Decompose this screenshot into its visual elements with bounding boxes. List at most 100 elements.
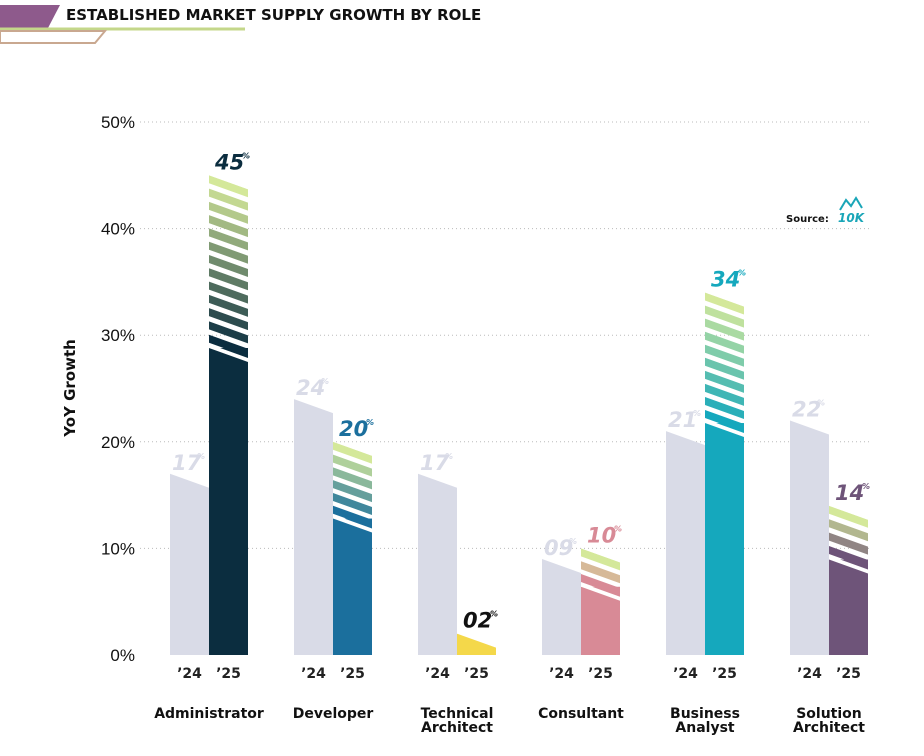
value-label-2025: 14 <box>835 481 864 505</box>
value-suffix-2025: % <box>242 151 250 160</box>
bar-2025-gap <box>581 582 620 601</box>
y-tick-label: 50% <box>101 113 135 132</box>
bar-2025-stripe <box>209 228 248 251</box>
bar-2025-stripe <box>829 546 868 569</box>
bar-2025-stripe <box>333 441 372 464</box>
bar-2025-stripe <box>333 505 372 528</box>
value-suffix-2025: % <box>366 418 374 427</box>
bar-2025-stripe <box>333 492 372 515</box>
bars: 17%45%24%20%17%02%09% 10%21%34%22%14% <box>170 150 870 655</box>
bar-2025-stripe <box>705 318 744 341</box>
bar-2025-gap <box>209 343 248 362</box>
x-year-label: ’24 <box>301 666 326 682</box>
bar-2025-stripe <box>209 321 248 344</box>
bar-2025-stripe <box>705 344 744 367</box>
bar-2025-stripe <box>209 188 248 211</box>
y-axis-ticks: 0% 10% 20% 30% 40% 50% <box>101 113 135 665</box>
bar-2025-stripe <box>333 454 372 477</box>
bar-2025-stripe <box>209 294 248 317</box>
bar-2025-solid <box>333 518 372 655</box>
x-category-label: Solution <box>796 706 862 722</box>
bar-2025-stripe <box>209 201 248 224</box>
bar-2025-stripe <box>829 532 868 555</box>
bar-group: 17%45% <box>170 150 250 655</box>
bar-2025-stripe <box>333 467 372 490</box>
bar-2025-stripe <box>705 331 744 354</box>
x-year-label: ’24 <box>797 666 822 682</box>
x-category-label: Consultant <box>538 706 624 722</box>
bar-group: 09% 10% <box>542 523 622 655</box>
x-year-label: ’25 <box>340 666 365 682</box>
x-year-label: ’24 <box>673 666 698 682</box>
x-year-label: ’24 <box>425 666 450 682</box>
chart-title: ESTABLISHED MARKET SUPPLY GROWTH BY ROLE <box>66 6 481 24</box>
x-category-label: Technical <box>421 706 494 722</box>
value-suffix-2025: % <box>490 610 498 619</box>
bar-2024 <box>294 399 333 655</box>
bar-2025 <box>457 633 496 655</box>
bar-2025-stripe <box>705 396 744 419</box>
x-year-label: ’25 <box>836 666 861 682</box>
source-credit: Source: 10K <box>786 196 866 225</box>
value-suffix-2024: % <box>445 452 453 461</box>
x-category-label: Architect <box>793 720 865 736</box>
bar-2025 <box>581 548 620 655</box>
bar-2025-stripe <box>209 255 248 278</box>
bar-2025-stripe <box>209 268 248 291</box>
bar-2025-gap <box>705 419 744 438</box>
x-year-label: ’25 <box>464 666 489 682</box>
bar-2025-stripe <box>705 370 744 393</box>
bar-2025 <box>705 292 744 655</box>
value-suffix-2025: % <box>614 524 622 533</box>
y-tick-label: 10% <box>101 539 135 558</box>
value-label-2024: 24 <box>296 376 325 400</box>
header-outline-shape <box>0 30 108 44</box>
x-category-label: Administrator <box>154 706 264 722</box>
bar-group: 17%02% <box>418 451 498 655</box>
bar-2025-stripe <box>829 505 868 528</box>
bar-group: 22%14% <box>790 397 870 655</box>
bar-2025-stripe <box>209 175 248 198</box>
bar-2025-solid <box>457 633 496 655</box>
bar-2025-stripe <box>705 292 744 315</box>
bar-2024 <box>170 473 209 655</box>
bar-2024 <box>542 559 581 655</box>
bar-2025-stripe <box>581 548 620 571</box>
x-year-label: ’25 <box>712 666 737 682</box>
x-year-label: ’24 <box>177 666 202 682</box>
bar-2025-stripe <box>209 241 248 264</box>
x-category-label: Business <box>670 706 740 722</box>
bar-2025 <box>333 441 372 655</box>
bar-2025-gap <box>333 514 372 533</box>
bar-2025-stripe <box>581 573 620 596</box>
gridlines <box>140 121 870 549</box>
value-label-2025: 20 <box>339 417 368 441</box>
value-suffix-2024: % <box>569 537 577 546</box>
value-suffix-2024: % <box>321 377 329 386</box>
bar-group: 21%34% <box>666 268 746 655</box>
bar-2025-gap <box>829 555 868 574</box>
x-category-label: Architect <box>421 720 493 736</box>
header-purple-band <box>0 5 60 28</box>
y-tick-label: 0% <box>110 646 135 665</box>
y-tick-label: 40% <box>101 220 135 239</box>
value-label-2024: 17 <box>420 451 450 475</box>
bar-2025-solid <box>829 559 868 655</box>
bar-2025-stripe <box>209 334 248 357</box>
x-axis-labels: ’24 ’25 Administrator ’24 ’25 Developer ’24 ’25… <box>154 666 865 736</box>
value-suffix-2024: % <box>693 409 701 418</box>
x-year-label: ’25 <box>588 666 613 682</box>
value-suffix-2025: % <box>862 482 870 491</box>
bar-group: 24%20% <box>294 376 374 655</box>
value-label-2024: 09 <box>544 536 573 560</box>
source-label: Source: <box>786 214 829 225</box>
value-suffix-2024: % <box>197 452 205 461</box>
value-label-2024: 22 <box>792 397 821 421</box>
value-label-2025: 02 <box>463 609 492 633</box>
x-year-label: ’25 <box>216 666 241 682</box>
bar-2024 <box>666 431 705 655</box>
value-label-2025: 45 <box>214 150 244 174</box>
bar-2025-stripe <box>209 215 248 238</box>
value-label-2025: 34 <box>711 268 740 292</box>
10k-logo-icon: 10K <box>838 196 866 225</box>
